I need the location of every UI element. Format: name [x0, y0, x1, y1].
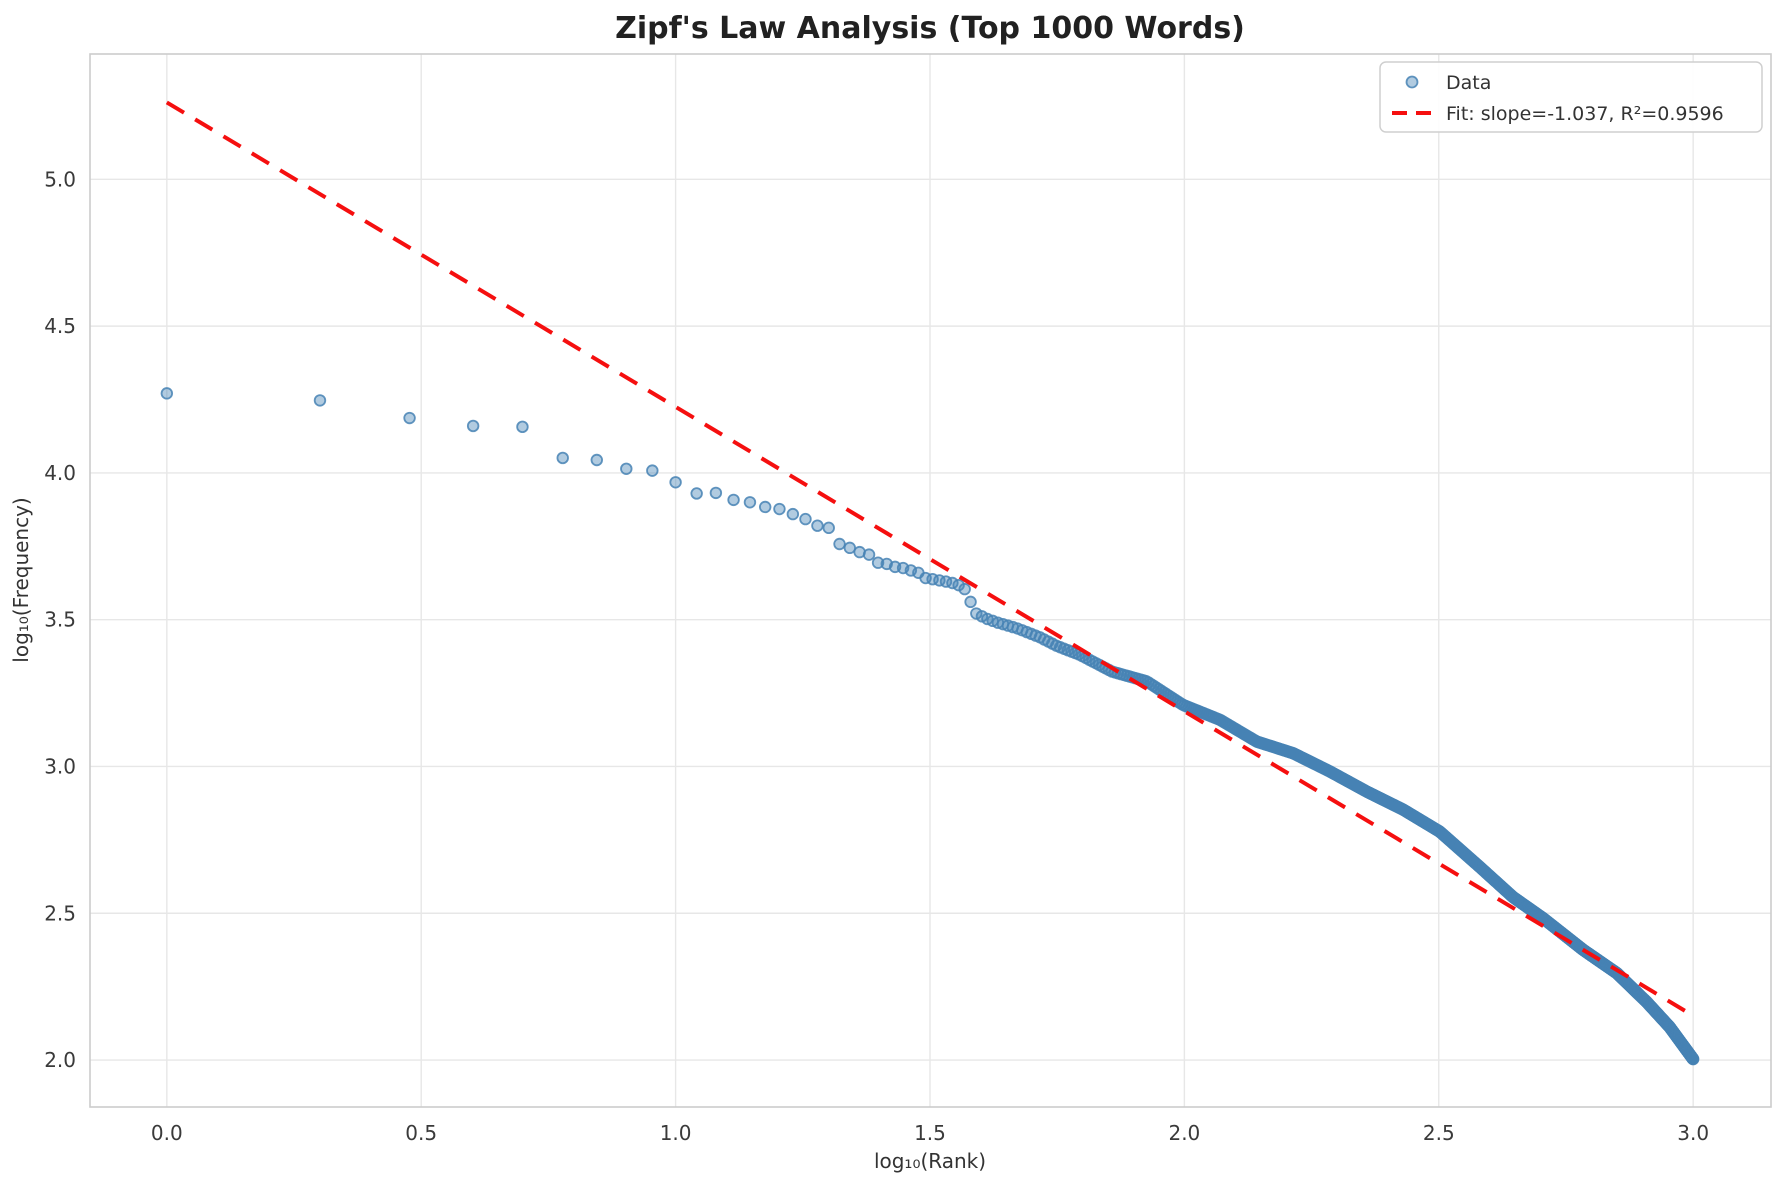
y-tick-label: 5.0	[44, 167, 76, 191]
legend-data-marker	[1405, 75, 1419, 89]
x-tick-label: 0.5	[405, 1121, 437, 1145]
y-axis-label: log₁₀(Frequency)	[9, 497, 33, 662]
x-axis-label: log₁₀(Rank)	[874, 1149, 986, 1173]
y-tick-label: 4.5	[44, 314, 76, 338]
gridlines	[90, 54, 1771, 1107]
chart-title: Zipf's Law Analysis (Top 1000 Words)	[615, 11, 1245, 46]
legend-fit-label: Fit: slope=-1.037, R²=0.9596	[1446, 103, 1724, 125]
x-tick-label: 3.0	[1677, 1121, 1709, 1145]
x-tick-label: 1.5	[914, 1121, 946, 1145]
y-tick-label: 2.0	[44, 1048, 76, 1072]
legend-data-label: Data	[1446, 72, 1491, 94]
legend: Data Fit: slope=-1.037, R²=0.9596	[1379, 61, 1763, 133]
x-tick-label: 2.5	[1423, 1121, 1455, 1145]
y-tick-label: 3.0	[44, 754, 76, 778]
y-tick-label: 4.0	[44, 461, 76, 485]
scatter-series	[160, 387, 1700, 1066]
x-tick-label: 1.0	[660, 1121, 692, 1145]
x-tick-label: 0.0	[151, 1121, 183, 1145]
plot-border	[89, 53, 1772, 1108]
y-tick-label: 2.5	[44, 901, 76, 925]
legend-box	[1379, 61, 1763, 133]
x-tick-label: 2.0	[1168, 1121, 1200, 1145]
y-tick-label: 3.5	[44, 608, 76, 632]
x-tick-labels: 0.0 0.5 1.0 1.5 2.0 2.5 3.0	[151, 1121, 1709, 1145]
y-tick-labels: 2.0 2.5 3.0 3.5 4.0 4.5 5.0	[44, 167, 76, 1072]
